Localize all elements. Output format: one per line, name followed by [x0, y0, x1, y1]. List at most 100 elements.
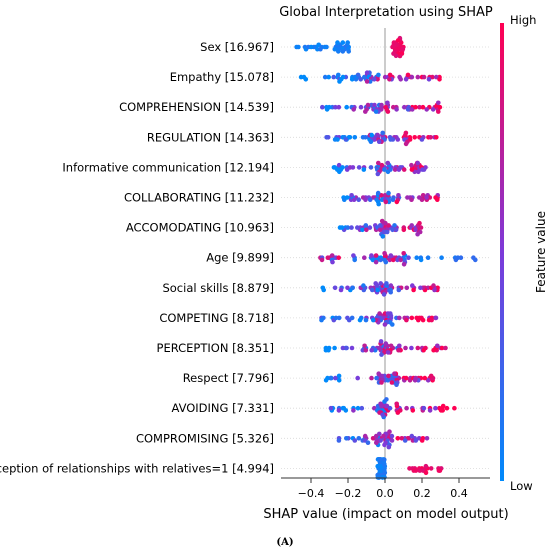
- data-point: [436, 468, 442, 473]
- data-point: [373, 253, 379, 258]
- data-point: [436, 109, 441, 114]
- x-ticks: −0.4 −0.2 0.0 0.2 0.4: [298, 478, 468, 500]
- data-point: [358, 104, 364, 110]
- data-point: [345, 40, 351, 45]
- data-point: [409, 167, 415, 172]
- data-point: [325, 255, 331, 260]
- data-point: [378, 438, 383, 443]
- data-point: [415, 160, 421, 166]
- data-point: [394, 382, 399, 388]
- data-point: [418, 257, 424, 263]
- data-point: [412, 135, 418, 140]
- feature-label: PERCEPTION [8.351]: [157, 341, 274, 355]
- data-point: [392, 223, 397, 228]
- data-point: [326, 74, 332, 80]
- data-point: [404, 405, 409, 411]
- data-point: [339, 225, 345, 230]
- data-point: [409, 433, 415, 439]
- data-point: [433, 315, 439, 321]
- data-point: [415, 74, 421, 80]
- data-point: [365, 440, 371, 446]
- data-point: [419, 438, 425, 443]
- data-point: [350, 285, 356, 291]
- data-point: [387, 429, 392, 435]
- data-point: [382, 322, 388, 327]
- data-point: [390, 227, 395, 233]
- data-point: [401, 167, 407, 172]
- data-point: [340, 40, 346, 45]
- data-point: [336, 49, 341, 54]
- data-point: [381, 292, 387, 297]
- data-point: [373, 281, 379, 286]
- data-point: [329, 253, 335, 258]
- data-point: [343, 137, 349, 142]
- data-point: [379, 380, 384, 385]
- data-point: [388, 167, 393, 172]
- data-point: [376, 475, 382, 480]
- data-point: [387, 77, 392, 82]
- data-point: [364, 70, 370, 75]
- data-point: [409, 223, 415, 228]
- data-point: [330, 259, 335, 265]
- data-point: [395, 137, 401, 142]
- data-point: [355, 225, 360, 230]
- data-point: [402, 104, 407, 110]
- data-point: [378, 401, 383, 407]
- data-point: [343, 408, 349, 413]
- data-point: [352, 438, 358, 443]
- feature-label: Respect [7.796]: [183, 371, 274, 385]
- data-point: [344, 345, 349, 351]
- data-point: [377, 457, 383, 462]
- feature-label: COMPETING [8.718]: [159, 311, 274, 325]
- data-point: [369, 253, 374, 258]
- data-point: [394, 401, 400, 407]
- data-point: [402, 438, 408, 443]
- data-point: [328, 405, 334, 411]
- data-point: [383, 104, 388, 110]
- data-point: [349, 225, 354, 230]
- data-point: [383, 199, 389, 205]
- data-point: [336, 162, 342, 168]
- data-point: [361, 167, 367, 172]
- data-point: [375, 77, 380, 82]
- data-point: [385, 160, 391, 166]
- data-point: [411, 468, 417, 473]
- data-point: [336, 315, 342, 321]
- data-point: [336, 72, 341, 78]
- data-point: [391, 51, 396, 56]
- data-point: [412, 378, 418, 383]
- data-point: [351, 408, 356, 413]
- data-point: [428, 466, 434, 471]
- data-point: [423, 470, 429, 476]
- data-point: [424, 195, 429, 200]
- data-point: [391, 40, 397, 45]
- data-point: [396, 193, 401, 198]
- data-point: [390, 197, 396, 202]
- data-point: [406, 255, 411, 260]
- data-point: [431, 347, 436, 353]
- data-point: [382, 167, 387, 172]
- data-point: [356, 436, 362, 441]
- data-point: [338, 287, 344, 293]
- data-point: [399, 436, 405, 441]
- data-point: [384, 397, 389, 402]
- data-point: [381, 433, 386, 439]
- x-tick-label: 0.2: [413, 487, 431, 500]
- data-point: [382, 475, 387, 480]
- data-point: [345, 225, 351, 230]
- data-point: [332, 46, 338, 52]
- data-point: [436, 100, 441, 106]
- data-point: [362, 74, 367, 80]
- data-point: [414, 255, 420, 260]
- data-point: [355, 405, 361, 411]
- data-point: [345, 285, 350, 291]
- data-point: [362, 343, 367, 349]
- data-point: [431, 283, 436, 288]
- data-point: [367, 197, 373, 202]
- data-point: [411, 287, 416, 293]
- data-point: [384, 229, 390, 235]
- data-point: [369, 375, 374, 381]
- colorbar: [500, 23, 504, 481]
- data-point: [336, 255, 342, 260]
- data-point: [432, 287, 437, 293]
